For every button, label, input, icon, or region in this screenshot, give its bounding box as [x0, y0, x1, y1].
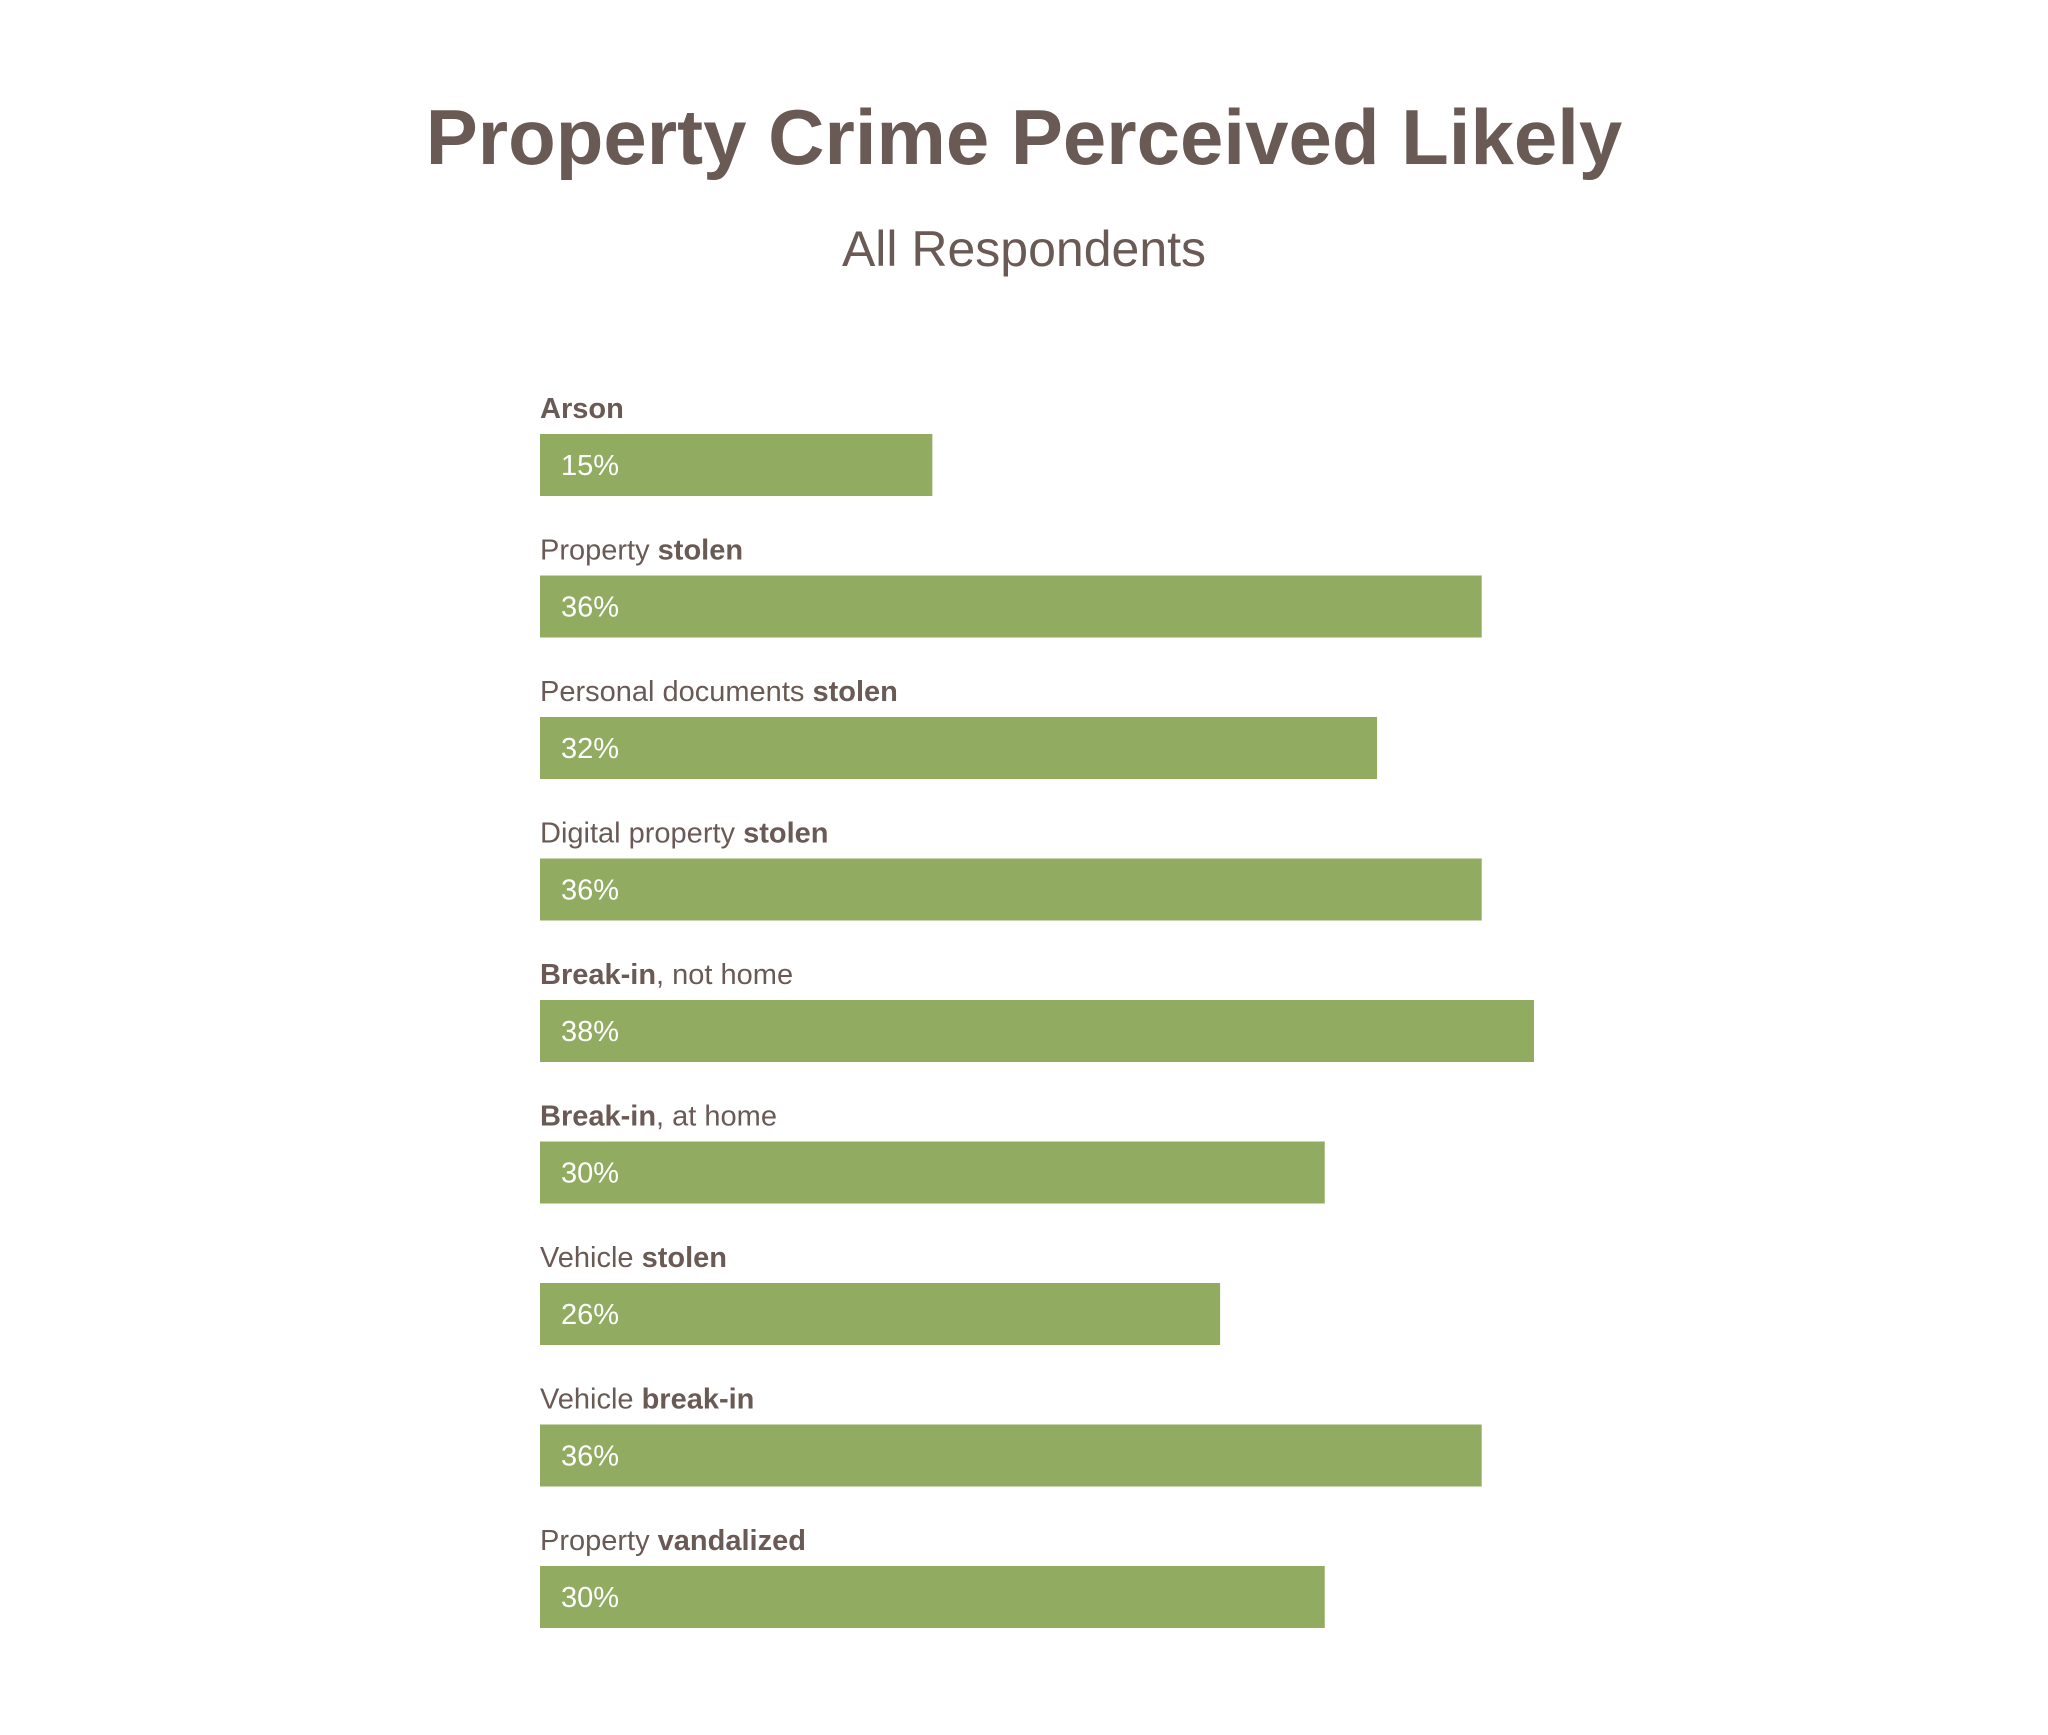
category-label: Arson [540, 393, 624, 425]
bar [540, 858, 1482, 921]
category-label: Property stolen [540, 535, 743, 567]
category-label: Break-in, at home [540, 1101, 777, 1133]
bar [540, 717, 1378, 779]
value-label: 36% [561, 875, 619, 907]
value-label: 30% [561, 1582, 619, 1614]
chart-title: Property Crime Perceived Likely [425, 93, 1623, 181]
chart-subtitle: All Respondents [841, 221, 1207, 277]
bar [540, 1283, 1221, 1345]
bar [540, 575, 1482, 638]
category-label: Vehicle stolen [540, 1242, 727, 1274]
value-label: 15% [561, 450, 619, 482]
bar [540, 1141, 1325, 1204]
category-label: Digital property stolen [540, 818, 829, 850]
value-label: 32% [561, 733, 619, 765]
bar [540, 1424, 1482, 1487]
category-label: Break-in, not home [540, 959, 793, 991]
value-label: 36% [561, 1441, 619, 1473]
bar [540, 434, 933, 496]
value-label: 38% [561, 1016, 619, 1048]
value-label: 30% [561, 1158, 619, 1190]
value-label: 26% [561, 1299, 619, 1331]
bar [540, 1566, 1325, 1628]
bar [540, 1000, 1534, 1062]
category-label: Vehicle break-in [540, 1384, 754, 1416]
category-label: Property vandalized [540, 1525, 806, 1557]
category-label: Personal documents stolen [540, 676, 898, 708]
value-label: 36% [561, 592, 619, 624]
